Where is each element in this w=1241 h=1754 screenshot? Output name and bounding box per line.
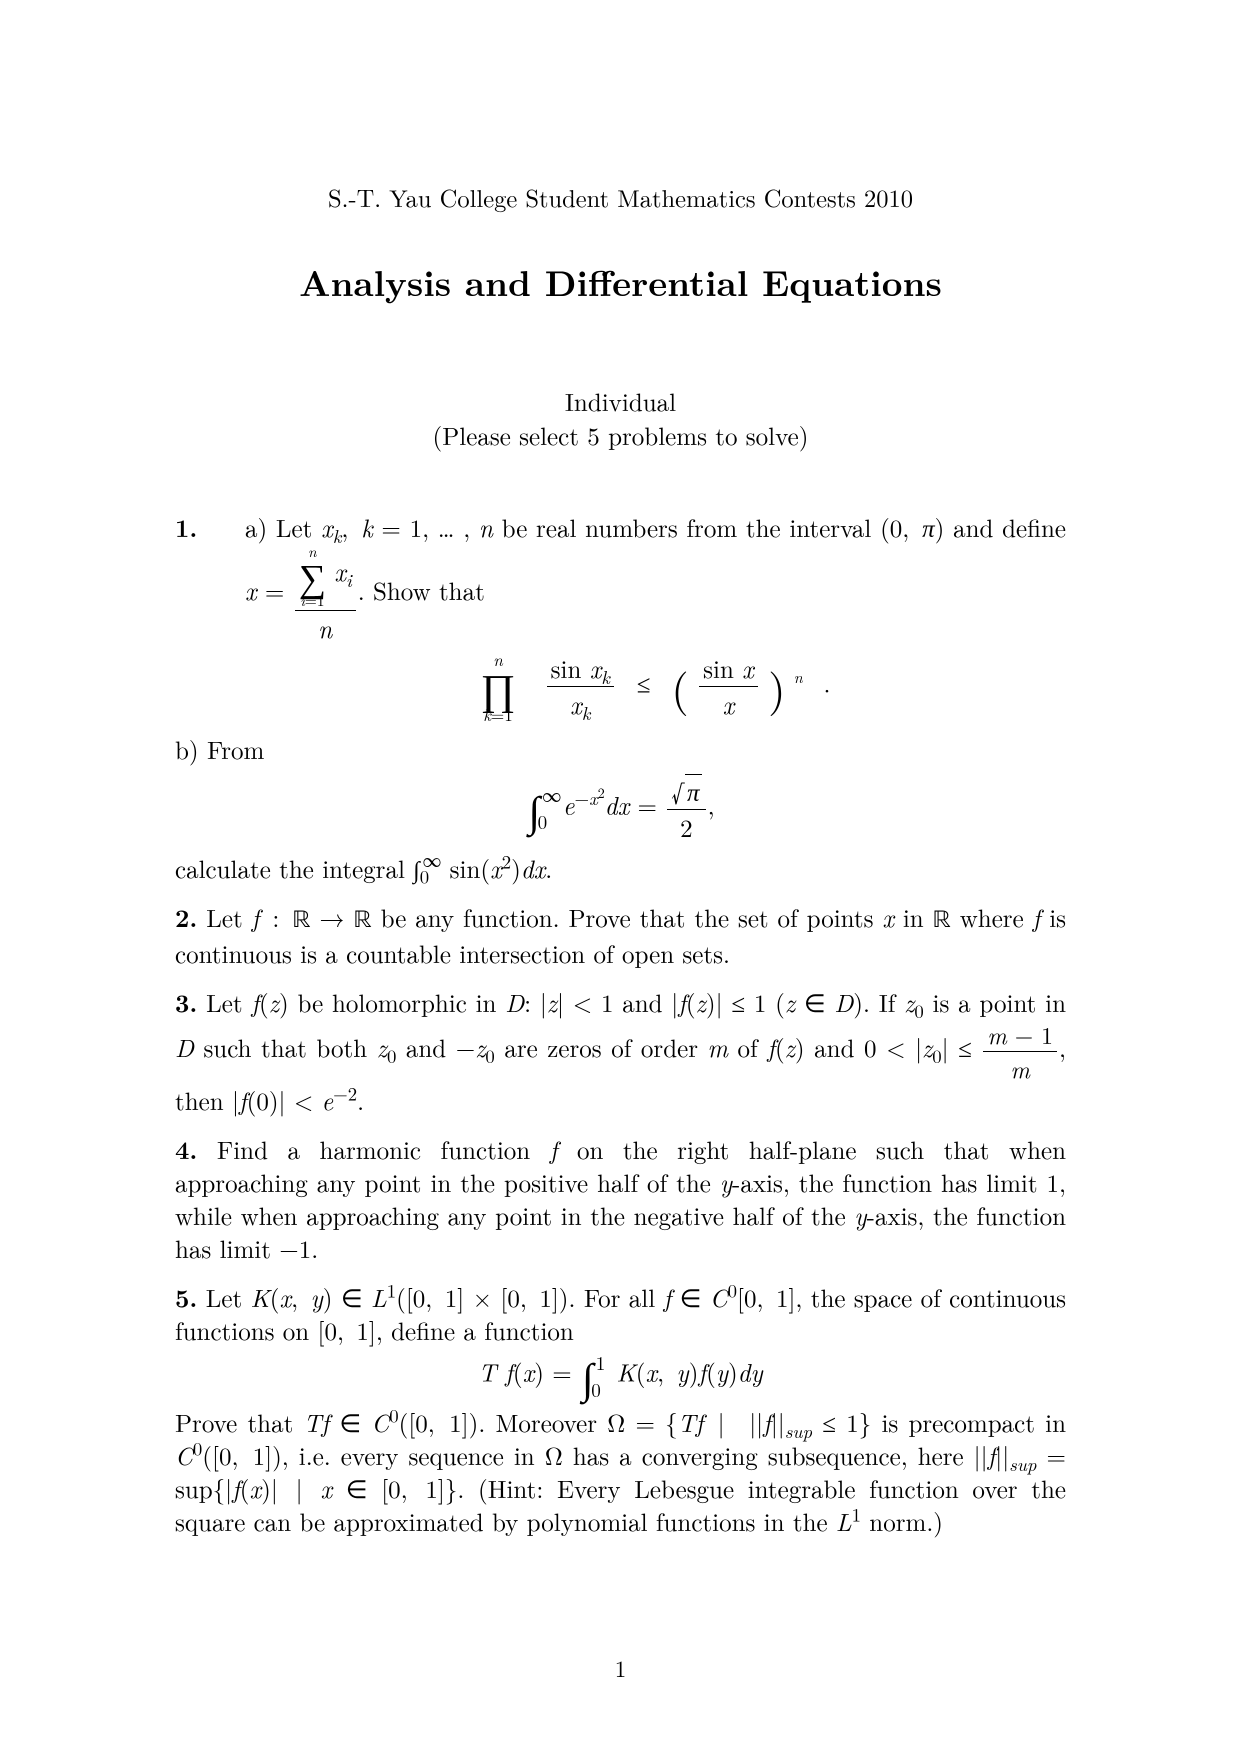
problem-5-number: 5. (175, 1280, 197, 1315)
problem-1a: a) Let xk, k = 1, … , n be real numbers … (245, 511, 1066, 733)
problem-4: 4. Find a harmonic function f on the rig… (175, 1133, 1066, 1265)
page: S.-T. Yau College Student Mathematics Co… (0, 0, 1241, 1754)
problem-2-number: 2. (175, 900, 197, 935)
problem-1-number: 1. (175, 510, 197, 545)
problem-3: 3. Let f(z) be holomorphic in D: |z| < 1… (175, 986, 1066, 1118)
page-number: 1 (0, 1651, 1241, 1684)
problem-1b: b) From ∫∞0 e−x2dx = π 2 , calculate the… (175, 733, 1066, 885)
problem-3-number: 3. (175, 985, 197, 1020)
contest-header: S.-T. Yau College Student Mathematics Co… (175, 180, 1066, 215)
problem-1b-eq: ∫∞0 e−x2dx = π 2 , (175, 774, 1066, 844)
subtitle-line-2: (Please select 5 problems to solve) (433, 418, 809, 453)
subtitle: Individual (Please select 5 problems to … (175, 385, 1066, 453)
problem-4-number: 4. (175, 1132, 197, 1167)
problem-1a-eq: n ∏ k=1 sin xk xk ≤ ( sin x (245, 651, 1066, 723)
subtitle-line-1: Individual (565, 384, 676, 419)
page-title: Analysis and Differential Equations (175, 255, 1066, 307)
problems-block: 1. a) Let xk, k = 1, … , n be real numbe… (175, 511, 1066, 1538)
problem-5-eq: T f(x) = ∫10 K(x, y)f(y)dy (175, 1355, 1066, 1398)
problem-5: 5. Let K(x, y) ∈ L1([0, 1] × [0, 1]). Fo… (175, 1281, 1066, 1538)
problem-1: 1. a) Let xk, k = 1, … , n be real numbe… (175, 511, 1066, 885)
problem-2: 2. Let f : ℝ → ℝ be any function. Prove … (175, 901, 1066, 970)
